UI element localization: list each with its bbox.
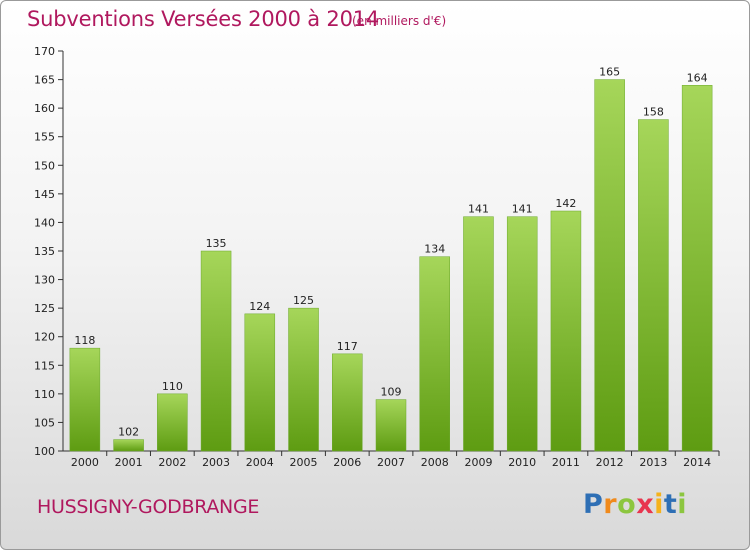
x-tick-label: 2012: [596, 456, 624, 469]
x-tick-label: 2005: [290, 456, 318, 469]
bars: 118 102 110 135 124 125 117 109 134 141 141 142 165 1…: [69, 66, 713, 452]
x-tick-label: 2004: [246, 456, 274, 469]
y-tick-label: 155: [34, 131, 55, 144]
bar: [506, 216, 538, 452]
y-tick-label: 170: [34, 45, 55, 58]
x-tick-label: 2002: [158, 456, 186, 469]
y-tick-label: 110: [34, 388, 55, 401]
data-label: 142: [555, 197, 576, 210]
data-label: 124: [249, 300, 270, 313]
data-label: 135: [206, 237, 227, 250]
data-label: 110: [162, 380, 183, 393]
data-label: 117: [337, 340, 358, 353]
commune-name: HUSSIGNY-GODBRANGE: [37, 496, 260, 518]
bar: [200, 250, 232, 452]
y-tick-label: 160: [34, 102, 55, 115]
logo-letter: o: [617, 489, 637, 520]
y-tick-label: 115: [34, 359, 55, 372]
bar: [419, 256, 450, 452]
bar: [375, 399, 407, 452]
bar: [332, 353, 363, 452]
y-tick-label: 165: [34, 74, 55, 87]
x-tick-label: 2010: [508, 456, 536, 469]
data-label: 102: [118, 426, 139, 439]
data-label: 164: [687, 71, 708, 84]
x-tick-label: 2008: [421, 456, 449, 469]
bar: [157, 393, 188, 452]
logo-letter: t: [663, 489, 678, 520]
logo-letter: i: [677, 489, 688, 520]
x-tick-label: 2003: [202, 456, 230, 469]
x-tick-label: 2007: [377, 456, 405, 469]
proxiti-logo[interactable]: Proxiti: [583, 489, 687, 520]
data-label: 141: [468, 203, 489, 216]
x-tick-label: 2006: [333, 456, 361, 469]
bar: [463, 216, 494, 452]
bar: [244, 313, 276, 452]
x-tick-label: 2013: [639, 456, 667, 469]
chart-subtitle: (en milliers d'€): [352, 14, 447, 28]
x-tick-label: 2014: [683, 456, 711, 469]
logo-letter: x: [636, 489, 655, 520]
y-tick-label: 120: [34, 331, 55, 344]
x-tick-label: 2009: [464, 456, 492, 469]
data-label: 158: [643, 106, 664, 119]
data-label: 165: [599, 66, 620, 79]
bar: [638, 119, 669, 452]
y-tick-label: 100: [34, 445, 55, 458]
bar: [594, 79, 625, 452]
bar: [113, 439, 144, 452]
y-tick-label: 125: [34, 302, 55, 315]
y-tick-label: 135: [34, 245, 55, 258]
logo-letter: i: [654, 489, 664, 520]
axes: 100 105 110 115 120 125 130 135 140 145 150 155 160 1…: [34, 45, 720, 469]
x-tick-label: 2000: [71, 456, 99, 469]
logo-letter: P: [583, 489, 604, 520]
data-label: 118: [74, 334, 95, 347]
bar: [681, 85, 713, 452]
y-tick-label: 140: [34, 216, 55, 229]
y-tick-label: 150: [34, 159, 55, 172]
data-label: 125: [293, 294, 314, 307]
data-label: 134: [424, 243, 445, 256]
y-tick-label: 105: [34, 416, 55, 429]
y-tick-label: 145: [34, 188, 55, 201]
chart-title: Subventions Versées 2000 à 2014: [27, 7, 380, 31]
x-tick-label: 2001: [115, 456, 143, 469]
x-tick-label: 2011: [552, 456, 580, 469]
bar: [550, 210, 582, 452]
logo-letter: r: [603, 489, 618, 520]
data-label: 141: [512, 203, 533, 216]
y-tick-label: 130: [34, 274, 55, 287]
bar: [288, 307, 319, 452]
data-label: 109: [381, 386, 402, 399]
bar: [69, 347, 101, 452]
